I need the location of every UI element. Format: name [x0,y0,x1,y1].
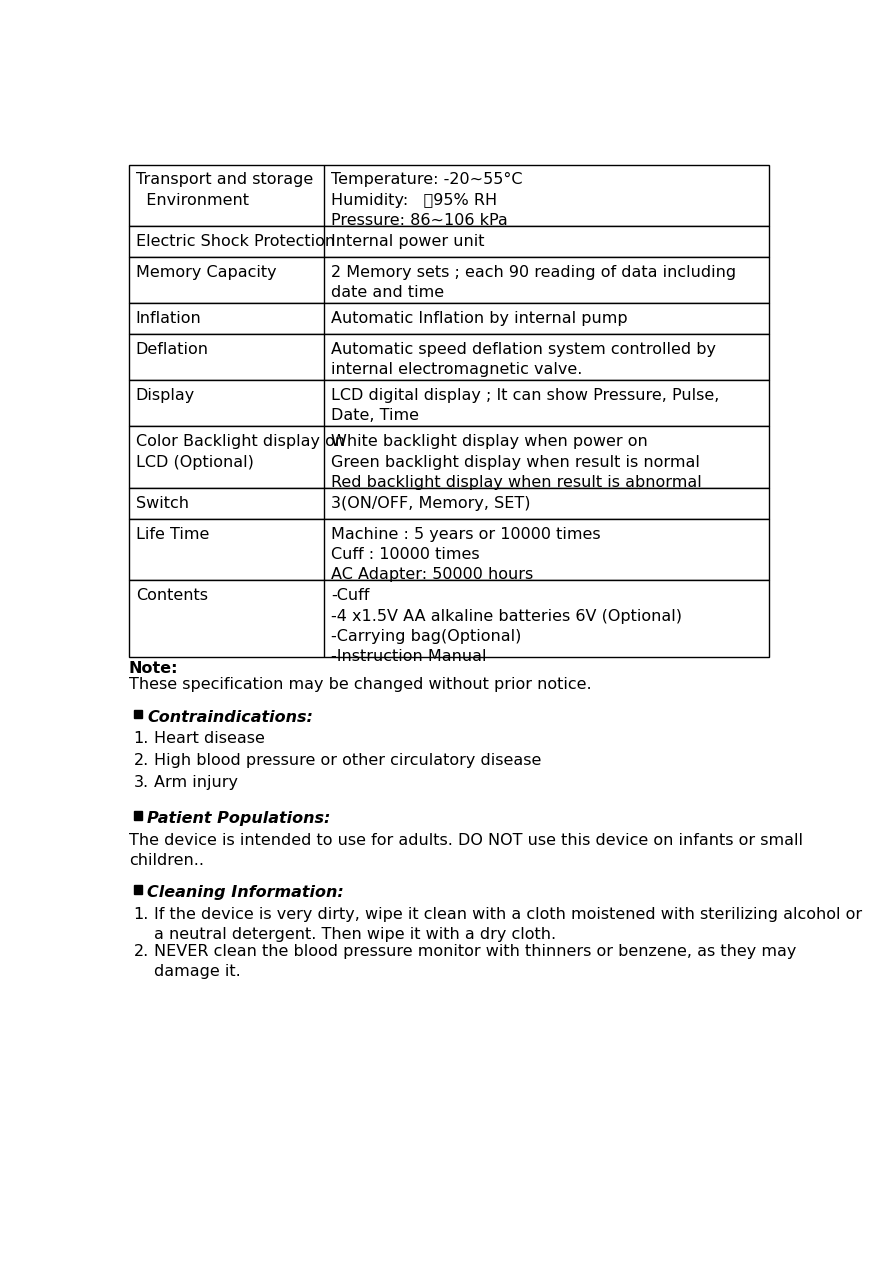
Text: 3(ON/OFF, Memory, SET): 3(ON/OFF, Memory, SET) [331,496,531,510]
Bar [129,165,769,226]
Bar [129,380,769,426]
Text: Contents: Contents [136,588,208,604]
Text: Machine : 5 years or 10000 times
Cuff : 10000 times
AC Adapter: 50000 hours: Machine : 5 years or 10000 times Cuff : … [331,527,601,582]
Bar [133,709,142,718]
Text: Memory Capacity: Memory Capacity [136,265,277,279]
Bar [129,256,769,304]
Bar [133,812,142,819]
Text: Internal power unit: Internal power unit [331,234,484,249]
Text: -Cuff
-4 x1.5V AA alkaline batteries 6V (Optional)
-Carrying bag(Optional)
-Inst: -Cuff -4 x1.5V AA alkaline batteries 6V … [331,588,682,665]
Text: Cleaning Information:: Cleaning Information: [147,886,344,901]
Text: Life Time: Life Time [136,527,209,541]
Text: Arm injury: Arm injury [153,775,237,790]
Text: 1.: 1. [133,731,149,746]
Bar [129,519,769,581]
Text: NEVER clean the blood pressure monitor with thinners or benzene, as they may
dam: NEVER clean the blood pressure monitor w… [153,944,796,979]
Text: LCD digital display ; It can show Pressure, Pulse,
Date, Time: LCD digital display ; It can show Pressu… [331,388,719,424]
Text: Switch: Switch [136,496,189,510]
Bar [129,304,769,334]
Text: 2 Memory sets ; each 90 reading of data including
date and time: 2 Memory sets ; each 90 reading of data … [331,265,736,300]
Text: These specification may be changed without prior notice.: These specification may be changed witho… [129,678,591,693]
Text: Color Backlight display on
LCD (Optional): Color Backlight display on LCD (Optional… [136,434,345,470]
Bar [129,489,769,519]
Text: Inflation: Inflation [136,311,201,325]
Text: Patient Populations:: Patient Populations: [147,812,331,827]
Text: Deflation: Deflation [136,342,208,357]
Text: 2.: 2. [133,944,149,958]
Text: 1.: 1. [133,907,149,923]
Text: Contraindications:: Contraindications: [147,709,314,725]
Text: If the device is very dirty, wipe it clean with a cloth moistened with sterilizi: If the device is very dirty, wipe it cle… [153,907,862,943]
Bar [133,886,142,893]
Text: Automatic Inflation by internal pump: Automatic Inflation by internal pump [331,311,628,325]
Text: 3.: 3. [133,775,149,790]
Bar [129,226,769,256]
Text: Electric Shock Protection: Electric Shock Protection [136,234,335,249]
Bar [129,581,769,657]
Text: High blood pressure or other circulatory disease: High blood pressure or other circulatory… [153,753,541,768]
Text: Note:: Note: [129,661,179,675]
Text: Display: Display [136,388,195,403]
Text: White backlight display when power on
Green backlight display when result is nor: White backlight display when power on Gr… [331,434,702,490]
Text: Transport and storage
  Environment: Transport and storage Environment [136,172,313,208]
Bar [129,334,769,380]
Bar [129,426,769,487]
Text: The device is intended to use for adults. DO NOT use this device on infants or s: The device is intended to use for adults… [129,833,803,869]
Text: Automatic speed deflation system controlled by
internal electromagnetic valve.: Automatic speed deflation system control… [331,342,716,378]
Text: 2.: 2. [133,753,149,768]
Text: Temperature: -20~55°C
Humidity:   ＜95% RH
Pressure: 86~106 kPa: Temperature: -20~55°C Humidity: ＜95% RH … [331,172,523,228]
Text: Heart disease: Heart disease [153,731,265,746]
